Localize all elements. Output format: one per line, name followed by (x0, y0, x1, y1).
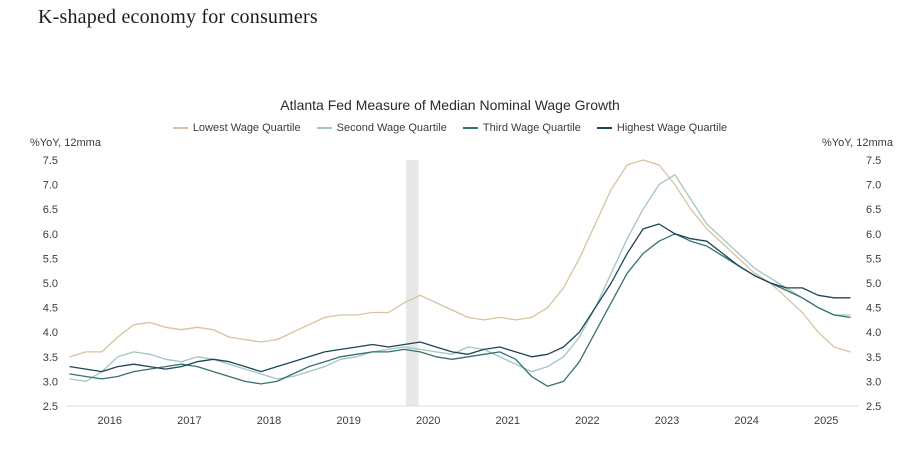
legend-item-third-wage-quartile: Third Wage Quartile (462, 122, 581, 134)
legend-label-highest: Highest Wage Quartile (616, 122, 728, 134)
x-tick-label: 2020 (416, 415, 440, 427)
y-tick-label-left: 7.5 (43, 155, 58, 167)
legend-swatch-lowest (172, 127, 188, 129)
y-tick-label-left: 5.5 (43, 253, 58, 265)
y-tick-label-right: 5.0 (866, 278, 881, 290)
legend-item-second-wage-quartile: Second Wage Quartile (316, 122, 447, 134)
y-tick-label-right: 4.5 (866, 303, 881, 315)
x-tick-label: 2016 (98, 415, 122, 427)
x-tick-label: 2021 (496, 415, 520, 427)
legend-swatch-second (316, 127, 332, 129)
wage-growth-chart-plot: 2.5 2.5 3.0 3.0 3.5 3.5 4.0 4.0 4.5 4.5 5.0 5.0 5.5 5… (43, 155, 882, 427)
x-tick-label: 2025 (814, 415, 838, 427)
x-tick-label: 2024 (734, 415, 758, 427)
legend-label-lowest: Lowest Wage Quartile (192, 122, 301, 134)
recession-band (405, 160, 419, 406)
y-axis-caption-right: %YoY, 12mma (822, 137, 893, 149)
chart-title: Atlanta Fed Measure of Median Nominal Wa… (280, 97, 620, 113)
y-tick-label-right: 6.0 (866, 229, 881, 241)
x-tick-label: 2023 (655, 415, 679, 427)
x-tick-label: 2017 (177, 415, 201, 427)
legend-swatch-third (462, 127, 478, 129)
x-tick-label: 2019 (336, 415, 360, 427)
series-line-lowest-wage-quartile (69, 159, 851, 358)
x-tick-label: 2018 (257, 415, 281, 427)
series-line-highest-wage-quartile (69, 223, 851, 373)
y-tick-label-right: 3.5 (866, 352, 881, 364)
x-tick-label: 2022 (575, 415, 599, 427)
y-tick-label-right: 4.0 (866, 327, 881, 339)
y-tick-label-left: 6.5 (43, 204, 58, 216)
y-tick-label-right: 3.0 (866, 376, 881, 388)
legend-label-third: Third Wage Quartile (482, 122, 581, 134)
y-tick-label-left: 7.0 (43, 180, 58, 192)
page-title: K-shaped economy for consumers (38, 6, 318, 28)
legend-item-highest-wage-quartile: Highest Wage Quartile (596, 122, 728, 134)
y-tick-label-left: 6.0 (43, 229, 58, 241)
y-tick-label-left: 2.5 (43, 401, 58, 413)
legend-swatch-highest (596, 127, 612, 129)
y-tick-label-right: 7.0 (866, 180, 881, 192)
y-tick-label-left: 4.5 (43, 303, 58, 315)
y-tick-label-left: 3.0 (43, 376, 58, 388)
legend-item-lowest-wage-quartile: Lowest Wage Quartile (172, 122, 301, 134)
y-tick-label-left: 4.0 (43, 327, 58, 339)
y-tick-label-right: 5.5 (866, 253, 881, 265)
series-line-second-wage-quartile (69, 174, 851, 383)
series-line-third-wage-quartile (69, 233, 851, 387)
chart-legend: Lowest Wage Quartile Second Wage Quartil… (0, 122, 900, 134)
legend-label-second: Second Wage Quartile (336, 122, 447, 134)
y-tick-label-right: 7.5 (866, 155, 881, 167)
y-tick-label-right: 2.5 (866, 401, 881, 413)
y-tick-label-left: 5.0 (43, 278, 58, 290)
y-axis-caption-left: %YoY, 12mma (30, 137, 101, 149)
y-tick-label-right: 6.5 (866, 204, 881, 216)
y-tick-label-left: 3.5 (43, 352, 58, 364)
